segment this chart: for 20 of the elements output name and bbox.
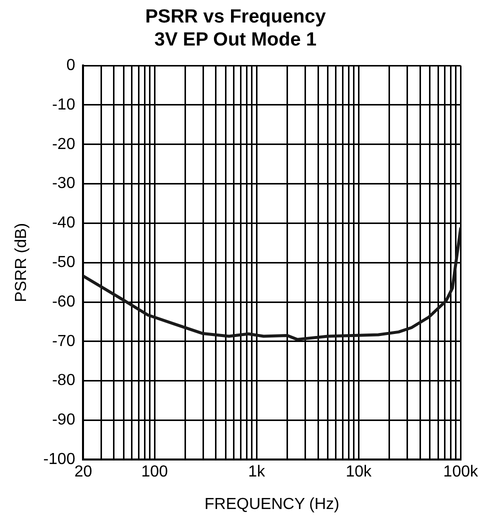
chart-subtitle: 3V EP Out Mode 1 [154,29,318,50]
y-tick-label: 0 [66,57,76,74]
y-tick-label: -10 [52,96,76,114]
y-tick-label: -90 [52,412,76,429]
x-tick-label: 20 [74,464,92,481]
x-tick-label: 100k [443,464,479,481]
chart-title: PSRR vs Frequency [145,6,326,28]
y-tick-label: -20 [52,136,76,153]
y-tick-label: -50 [52,254,76,272]
y-tick-label: -80 [52,372,76,390]
y-tick-label: -40 [52,214,76,232]
x-tick-label: 100 [141,464,168,481]
y-tick-label: -30 [52,175,76,192]
y-tick-label: -70 [52,332,76,350]
x-tick-label: 1k [248,464,266,481]
x-axis-title: FREQUENCY (Hz) [204,496,340,513]
x-tick-label: 10k [346,464,373,481]
y-axis-title: PSRR (dB) [13,223,30,302]
y-tick-label: -100 [43,451,76,468]
y-tick-label: -60 [52,293,76,310]
